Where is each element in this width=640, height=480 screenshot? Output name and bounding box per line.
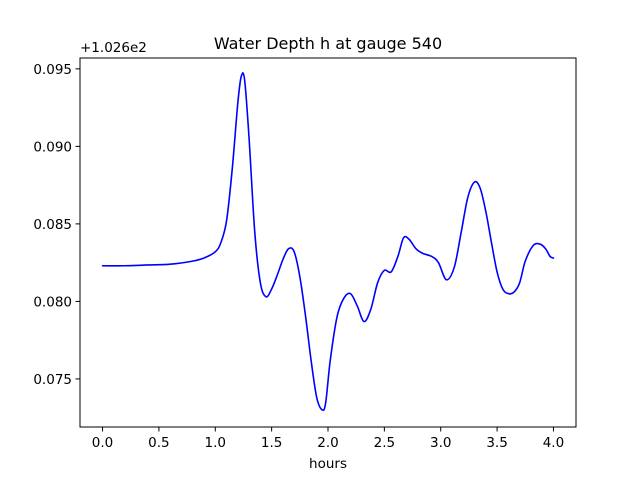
- x-axis: 0.0 0.5 1.0 1.5 2.0 2.5 3.0 3.5 4.0: [92, 427, 564, 451]
- y-tick-label: 0.095: [33, 62, 72, 78]
- axes-frame: [79, 57, 577, 428]
- x-tick-label: 2.0: [317, 435, 338, 451]
- x-tick-label: 3.5: [486, 435, 507, 451]
- x-tick-label: 2.5: [374, 435, 395, 451]
- x-tick-label: 1.0: [205, 435, 226, 451]
- x-axis-label: hours: [309, 456, 347, 472]
- y-axis: 0.075 0.080 0.085 0.090 0.095: [33, 62, 80, 388]
- y-tick-label: 0.085: [33, 217, 72, 233]
- chart-title: Water Depth h at gauge 540: [214, 34, 442, 53]
- x-tick-label: 4.0: [543, 435, 564, 451]
- y-tick-label: 0.075: [33, 372, 72, 388]
- x-tick-label: 1.5: [261, 435, 282, 451]
- series-line-0: [101, 72, 555, 412]
- axes-background: [80, 58, 576, 427]
- y-tick-label: 0.080: [33, 294, 72, 310]
- x-tick-label: 0.5: [148, 435, 169, 451]
- y-tick-label: 0.090: [33, 139, 72, 155]
- x-tick-label: 3.0: [430, 435, 451, 451]
- plot-area: 0.0 0.5 1.0 1.5 2.0 2.5 3.0 3.5 4.0 0.0750.0800.…: [33, 57, 577, 451]
- x-tick-label: 0.0: [92, 435, 113, 451]
- y-axis-offset-text: +1.026e2: [80, 40, 147, 56]
- series-layer: [101, 72, 555, 412]
